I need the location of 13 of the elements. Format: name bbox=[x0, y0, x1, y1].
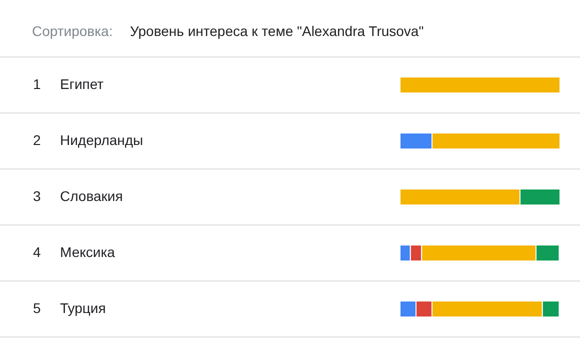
text: 2 bbox=[33, 132, 41, 148]
y-tick-label: Турция bbox=[60, 300, 106, 316]
bar bbox=[400, 76, 560, 94]
text: Уровень интереса к теме "Alexandra Trusova" bbox=[130, 23, 424, 39]
y-tick-label: Египет bbox=[60, 76, 104, 92]
text: 5 bbox=[33, 300, 41, 316]
text: Сортировка: bbox=[32, 23, 113, 39]
y-tick-label: Словакия bbox=[60, 188, 123, 204]
text: 4 bbox=[33, 244, 41, 260]
y-tick-label: Мексика bbox=[60, 244, 116, 260]
text: 3 bbox=[33, 188, 41, 204]
y-tick-label: Нидерланды bbox=[60, 132, 144, 148]
text: 1 bbox=[33, 76, 41, 92]
